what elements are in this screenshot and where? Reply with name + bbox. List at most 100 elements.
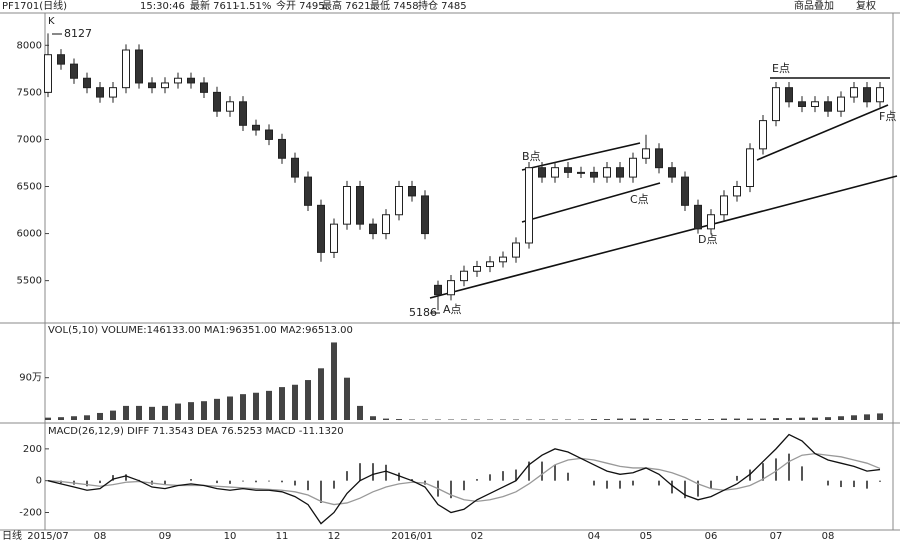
candle-body — [83, 77, 91, 89]
macd-bar — [99, 480, 101, 484]
macd-bar — [294, 480, 296, 486]
macd-bar — [658, 480, 660, 486]
macd-bar — [346, 471, 348, 481]
candle-body — [850, 87, 858, 98]
candle-body — [369, 223, 377, 235]
macd-bar — [255, 480, 257, 483]
macd-bar — [840, 480, 842, 488]
menu-button[interactable]: 商品叠加 — [794, 0, 834, 12]
x-tick-label: 08 — [822, 531, 835, 542]
candle-body — [343, 186, 351, 225]
volume-bar — [786, 418, 792, 420]
volume-bar — [84, 415, 90, 420]
macd-bar — [125, 474, 127, 481]
candle-body — [330, 223, 338, 253]
volume-bar — [760, 418, 766, 420]
annotation: 8127 — [64, 27, 92, 40]
x-tick-label: 06 — [705, 531, 718, 542]
volume-bar — [864, 414, 870, 420]
volume-bar — [344, 377, 350, 420]
macd-bar — [775, 458, 777, 481]
volume-bar — [357, 405, 363, 420]
panel-label: K — [48, 16, 55, 27]
volume-bar — [58, 417, 64, 420]
candle-body — [70, 63, 78, 79]
candle-body — [551, 167, 559, 178]
macd-bar — [879, 480, 881, 482]
header-text: 今开 7495 — [276, 0, 325, 12]
macd-bar — [827, 480, 829, 486]
y-tick-label: 200 — [23, 444, 42, 455]
volume-bar — [838, 416, 844, 420]
volume-bar — [591, 419, 597, 420]
candle-body — [226, 101, 234, 112]
volume-bar — [630, 418, 636, 420]
candle-body — [863, 87, 871, 103]
candle-body — [707, 214, 715, 230]
macd-bar — [541, 461, 543, 481]
candle-body — [213, 91, 221, 112]
candle-body — [499, 256, 507, 263]
candle-body — [837, 96, 845, 112]
macd-bar — [229, 480, 231, 484]
macd-bar — [528, 461, 530, 481]
macd-bar — [164, 480, 166, 485]
volume-bar — [773, 418, 779, 420]
volume-bar — [97, 412, 103, 420]
x-tick-label: 05 — [640, 531, 653, 542]
x-tick-label: 2015/07 — [27, 531, 69, 542]
x-tick-label: 02 — [471, 531, 484, 542]
candle-body — [759, 120, 767, 150]
candle-body — [447, 280, 455, 296]
candle-body — [122, 49, 130, 89]
volume-bar — [292, 384, 298, 420]
volume-bar — [227, 396, 233, 420]
annotation: D点 — [698, 233, 717, 246]
candle-body — [382, 214, 390, 235]
y-tick-label: 6000 — [17, 229, 42, 240]
candle-body — [564, 167, 572, 173]
annotation: A点 — [443, 303, 462, 316]
candle-body — [616, 167, 624, 178]
volume-bar — [851, 415, 857, 420]
macd-bar — [398, 472, 400, 481]
macd-bar — [307, 480, 309, 491]
macd-bar — [268, 480, 270, 482]
diff-line — [47, 433, 881, 525]
candle-body — [57, 54, 65, 65]
macd-bar — [333, 480, 335, 489]
volume-bar — [162, 405, 168, 420]
x-tick-label: 12 — [328, 531, 341, 542]
volume-bar — [71, 416, 77, 420]
candle-body — [629, 157, 637, 178]
macd-bar — [385, 464, 387, 481]
volume-bar — [734, 418, 740, 420]
volume-bar — [201, 401, 207, 420]
volume-bar — [110, 410, 116, 420]
macd-bar — [684, 480, 686, 499]
macd-bar — [762, 463, 764, 481]
header-text: 15:30:46 — [140, 1, 185, 12]
period-label: 日线 — [2, 529, 22, 542]
y-tick-label: 90万 — [19, 373, 42, 384]
candle-body — [473, 266, 481, 272]
candle-body — [135, 49, 143, 84]
x-tick-label: 07 — [770, 531, 783, 542]
volume-bar — [175, 403, 181, 420]
x-tick-label: 08 — [94, 531, 107, 542]
volume-bar — [149, 406, 155, 420]
y-tick-label: 5500 — [17, 276, 42, 287]
volume-bar — [45, 417, 51, 420]
macd-bar — [736, 475, 738, 481]
y-tick-label: 7500 — [17, 87, 42, 98]
x-tick-label: 10 — [224, 531, 237, 542]
trend-line — [521, 182, 661, 223]
macd-bar — [372, 463, 374, 481]
candle-body — [434, 284, 442, 296]
x-tick-label: 2016/01 — [391, 531, 433, 542]
header-text: 最低 7458 — [370, 0, 419, 12]
volume-bar — [123, 405, 129, 420]
menu-button[interactable]: 复权 — [856, 0, 876, 12]
candle-body — [785, 87, 793, 103]
